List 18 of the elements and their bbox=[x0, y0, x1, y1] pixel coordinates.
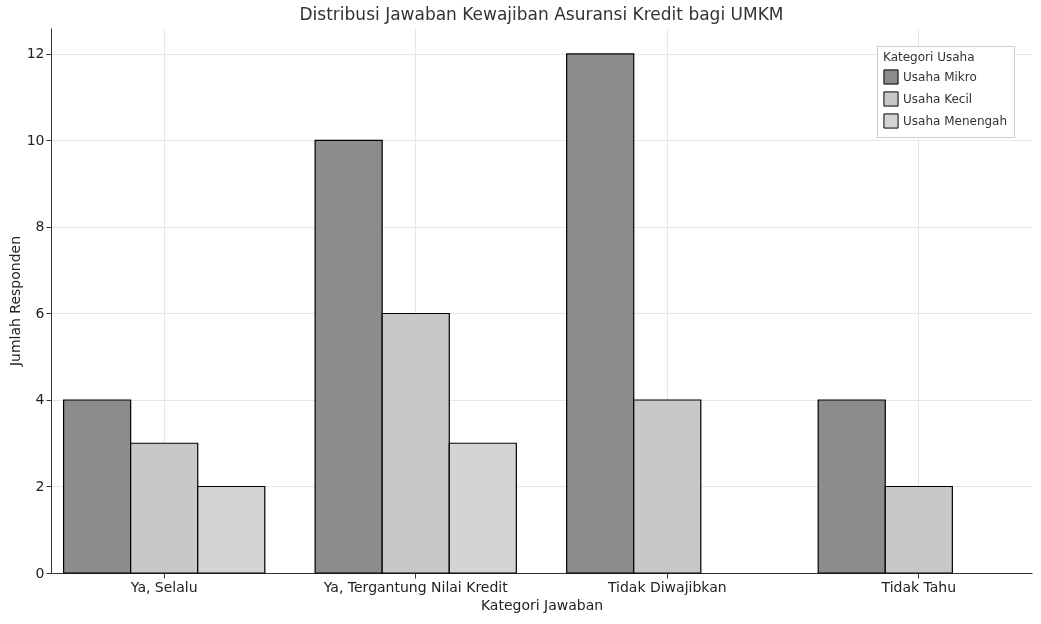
legend-label: Usaha Mikro bbox=[903, 70, 977, 84]
y-axis-title: Jumlah Responden bbox=[6, 235, 23, 368]
y-tick-label: 8 bbox=[35, 218, 45, 235]
y-tick-label: 0 bbox=[35, 564, 45, 581]
y-tick-label: 10 bbox=[26, 131, 45, 148]
legend-title: Kategori Usaha bbox=[883, 50, 975, 64]
x-axis-title: Kategori Jawaban bbox=[480, 596, 604, 613]
x-tick-label: Ya, Selalu bbox=[129, 578, 198, 595]
legend-label: Usaha Kecil bbox=[903, 92, 973, 106]
chart-title: Distribusi Jawaban Kewajiban Asuransi Kredit bagi UMKM bbox=[299, 4, 784, 24]
y-tick-label: 4 bbox=[35, 391, 45, 408]
x-tick-label: Tidak Tahu bbox=[880, 578, 957, 595]
legend-label: Usaha Menengah bbox=[903, 114, 1008, 128]
y-tick-label: 6 bbox=[35, 304, 45, 321]
y-tick-label: 2 bbox=[35, 477, 45, 494]
x-tick-label: Tidak Diwajibkan bbox=[606, 578, 727, 595]
x-tick-label: Ya, Tergantung Nilai Kredit bbox=[322, 578, 509, 595]
y-tick-label: 12 bbox=[26, 45, 45, 62]
